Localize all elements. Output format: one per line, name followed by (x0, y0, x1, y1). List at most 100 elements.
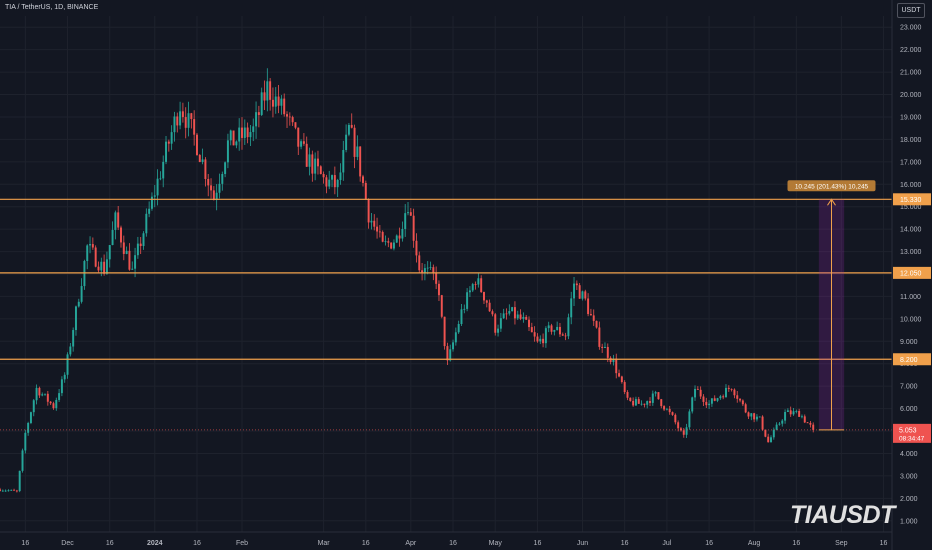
candle (812, 422, 815, 433)
candle-body (356, 146, 359, 157)
candle (359, 146, 362, 182)
candle (398, 227, 401, 247)
candle-body (786, 410, 789, 412)
time-tick-label: May (489, 540, 503, 547)
candle-body (94, 247, 97, 267)
candle-body (291, 117, 294, 123)
candle (668, 405, 671, 415)
candle (643, 403, 646, 408)
candle (603, 342, 606, 349)
candle-body (319, 166, 322, 174)
candle-body (629, 397, 632, 401)
candle-body (578, 285, 581, 299)
candle-body (575, 283, 578, 286)
candle-body (623, 382, 626, 393)
candle (415, 233, 418, 263)
candle (395, 234, 398, 244)
candle-body (52, 403, 55, 409)
candle (0, 487, 1, 492)
candle-body (415, 240, 418, 256)
candle (111, 221, 114, 246)
candle (564, 332, 567, 341)
candle-body (241, 127, 243, 138)
candle-body (651, 393, 654, 403)
candle (634, 396, 637, 406)
candle (89, 236, 92, 254)
time-tick-label: Dec (61, 540, 74, 547)
candle-body (713, 398, 716, 401)
quote-unit-badge[interactable]: USDT (897, 3, 925, 18)
candle-body (142, 233, 145, 247)
candle (601, 343, 604, 353)
candle-body (288, 116, 291, 118)
candle-body (429, 267, 432, 268)
time-axis[interactable]: 16 Dec 16 2024 16 Feb Mar 16 Apr 16 May 16 Jun 16 Jul 1… (0, 531, 892, 547)
candle-body (516, 314, 519, 319)
candle (502, 308, 505, 319)
candle (328, 170, 331, 190)
candle-body (370, 220, 373, 223)
candle (770, 435, 772, 443)
candle (710, 398, 713, 407)
candle (800, 414, 803, 419)
time-tick-label: 16 (193, 540, 201, 547)
candle-body (812, 424, 815, 430)
candle-body (187, 113, 190, 128)
candle-body (598, 327, 601, 347)
candle (699, 386, 702, 400)
candle-body (390, 242, 393, 249)
candle-body (795, 411, 798, 412)
candle-body (29, 412, 32, 423)
candle-body (558, 326, 561, 335)
candle-body (55, 399, 58, 409)
candle (345, 124, 348, 153)
candle (443, 316, 446, 350)
candle (266, 68, 269, 112)
candle (772, 427, 775, 440)
candle (80, 278, 83, 304)
candle (263, 80, 266, 111)
price-tick-label: 1.000 (900, 518, 918, 525)
candle-body (615, 358, 618, 374)
candle-body (311, 154, 314, 174)
candle (483, 291, 485, 304)
candle-body (24, 432, 27, 451)
candle (125, 246, 128, 255)
price-tick-label: 18.000 (900, 137, 922, 144)
candle-body (511, 307, 514, 312)
candle-body (170, 132, 173, 144)
candle (491, 309, 494, 317)
candle-body (345, 134, 348, 151)
candle-body (322, 173, 325, 178)
candle-body (753, 413, 756, 420)
candle-body (418, 255, 421, 271)
candle (184, 107, 187, 139)
candle (505, 308, 508, 320)
candle (663, 405, 666, 411)
candle-body (508, 311, 511, 314)
candle-body (176, 116, 179, 126)
candle (558, 323, 561, 338)
candle (153, 185, 156, 208)
candle (108, 245, 111, 268)
candle-body (173, 116, 176, 133)
candle-body (432, 267, 435, 274)
candle-body (505, 313, 508, 315)
candle-body (708, 403, 711, 406)
candle-body (226, 140, 229, 163)
candle-body (809, 422, 812, 425)
candle-body (156, 178, 159, 196)
candle-body (533, 332, 536, 337)
candle (744, 402, 747, 414)
candle-body (727, 387, 730, 389)
candle-body (347, 124, 350, 135)
candle-body (80, 286, 83, 302)
candle-body (271, 99, 274, 107)
candle (44, 393, 47, 396)
candle-body (150, 196, 153, 209)
candle-body (497, 328, 500, 333)
candle-body (522, 316, 525, 319)
candle-body (257, 112, 260, 115)
candle-body (660, 399, 663, 407)
